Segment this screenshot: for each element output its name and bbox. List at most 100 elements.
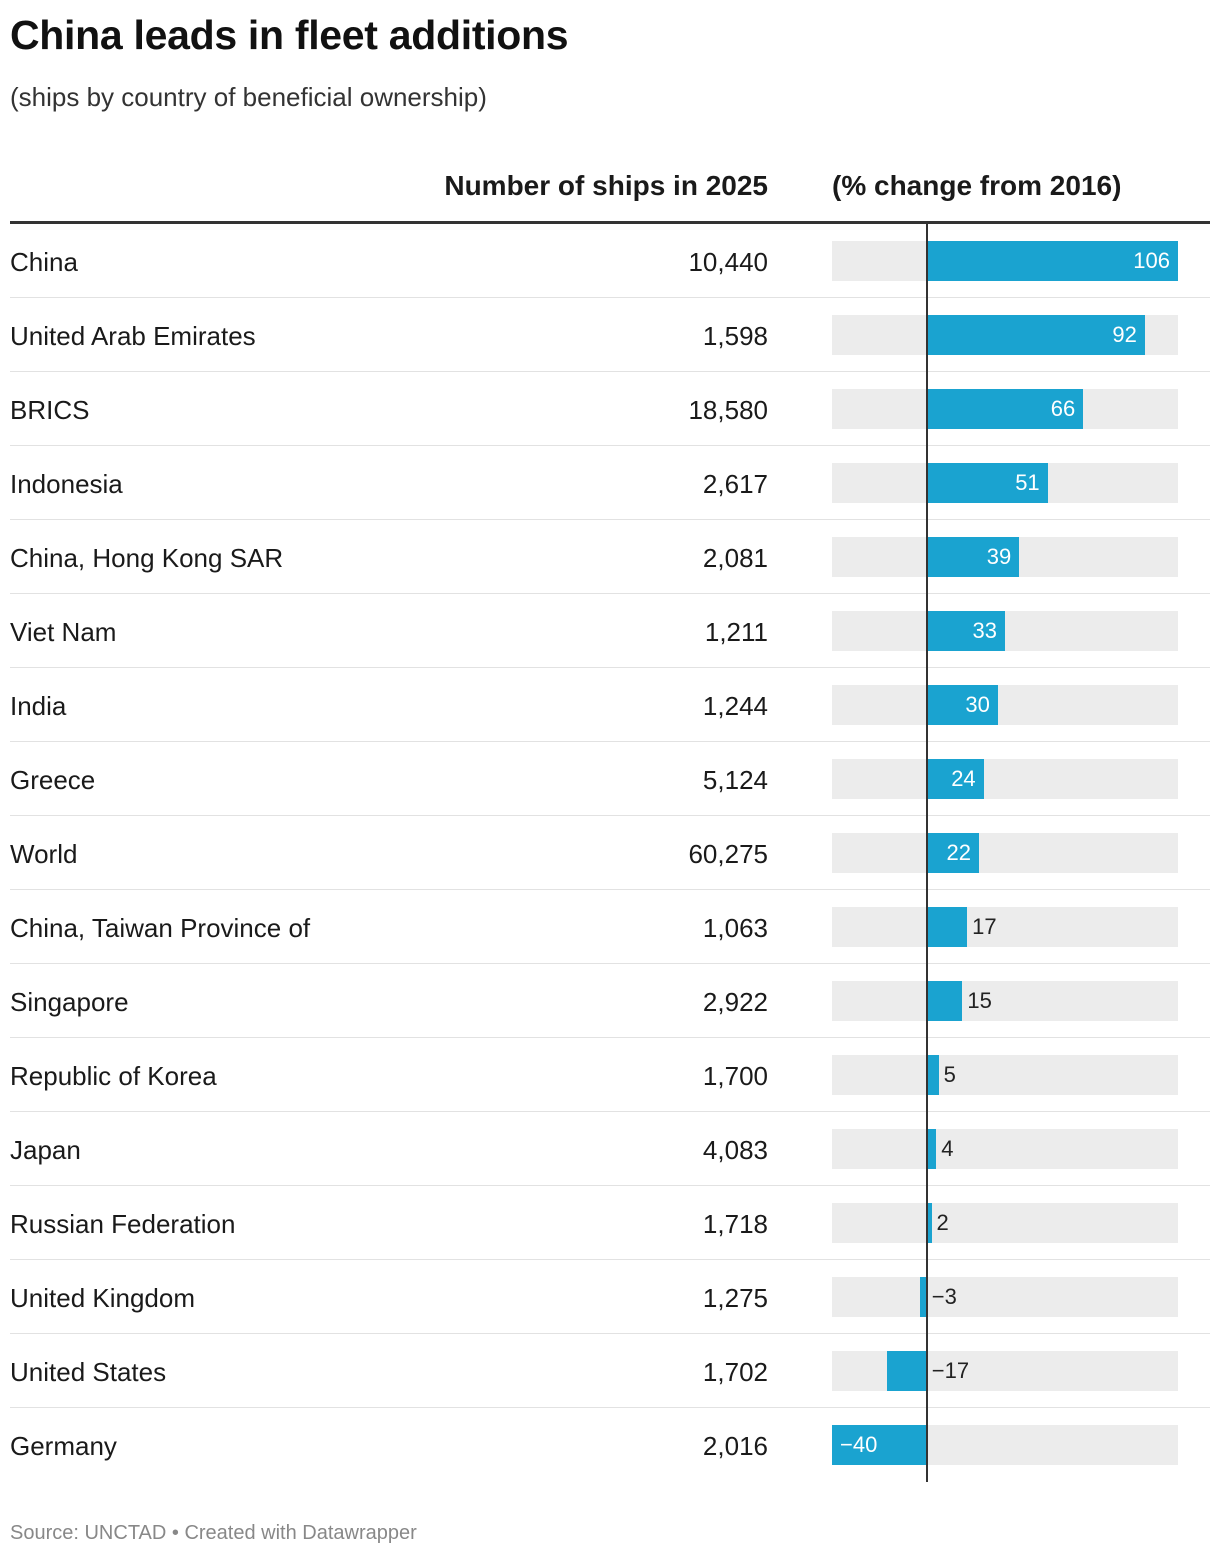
table-row: Japan 4,083 4 [10, 1112, 1210, 1186]
bar-track: −3 [832, 1277, 1178, 1317]
country-name: United States [10, 1357, 167, 1387]
ships-count: 1,063 [702, 913, 768, 943]
change-bar [926, 1055, 939, 1095]
table-body: China 10,440 106 United Arab Emirates 1,598 9… [10, 224, 1210, 1482]
ships-count: 1,275 [702, 1283, 768, 1313]
country-name: United Arab Emirates [10, 321, 256, 351]
ships-count: 10,440 [688, 247, 768, 277]
change-label: 17 [972, 914, 997, 939]
change-label: −40 [840, 1432, 878, 1457]
bar-background [832, 685, 1178, 725]
table-row: United Arab Emirates 1,598 92 [10, 298, 1210, 372]
change-bar [926, 1129, 937, 1169]
country-name: Indonesia [10, 469, 123, 499]
change-bar [926, 685, 998, 725]
ships-count: 2,617 [702, 469, 768, 499]
table-row: Viet Nam 1,211 33 [10, 594, 1210, 668]
change-bar [926, 389, 1084, 429]
country-name: Russian Federation [10, 1209, 236, 1239]
change-label: 51 [1015, 470, 1040, 495]
table-row: United Kingdom 1,275 −3 [10, 1260, 1210, 1334]
change-bar [832, 1425, 927, 1465]
change-label: −3 [931, 1284, 957, 1309]
bar-background [832, 1055, 1178, 1095]
bar-track: 33 [832, 611, 1178, 651]
ships-count: 2,081 [702, 543, 768, 573]
country-name: China [10, 247, 78, 277]
country-name: Germany [10, 1431, 117, 1461]
country-name: Republic of Korea [10, 1061, 217, 1091]
bar-track: 39 [832, 537, 1178, 577]
change-bar [926, 981, 963, 1021]
country-name: China, Taiwan Province of [10, 913, 311, 943]
bar-background [832, 833, 1178, 873]
change-label: 30 [965, 692, 990, 717]
ships-count: 1,244 [702, 691, 768, 721]
bar-track: 15 [832, 981, 1178, 1021]
country-name: World [10, 839, 78, 869]
change-label: 24 [951, 766, 976, 791]
change-bar [926, 241, 1178, 281]
change-label: −17 [931, 1358, 970, 1383]
ships-count: 1,211 [704, 617, 768, 647]
zero-axis-line [926, 224, 928, 1482]
change-label: 92 [1112, 322, 1137, 347]
change-label: 22 [946, 840, 971, 865]
bar-track: 92 [832, 315, 1178, 355]
ships-count: 1,702 [702, 1357, 768, 1387]
country-name: United Kingdom [10, 1283, 195, 1313]
change-label: 66 [1050, 396, 1076, 421]
change-bar [926, 907, 968, 947]
ships-count: 2,922 [702, 987, 768, 1017]
table-row: Germany 2,016 −40 [10, 1408, 1210, 1482]
bar-track: 66 [832, 389, 1178, 429]
change-bar [926, 611, 1005, 651]
bar-background [832, 611, 1178, 651]
change-bar [919, 1277, 927, 1317]
bar-background [832, 1351, 1178, 1391]
bar-background [832, 981, 1178, 1021]
chart-title: China leads in fleet additions [10, 12, 569, 58]
bar-track: 5 [832, 1055, 1178, 1095]
column-header-number: Number of ships in 2025 [444, 170, 768, 201]
country-name: Singapore [10, 987, 129, 1017]
table-row: China 10,440 106 [10, 224, 1210, 298]
ships-count: 1,700 [702, 1061, 768, 1091]
bar-background [832, 1277, 1178, 1317]
table-row: China, Hong Kong SAR 2,081 39 [10, 520, 1210, 594]
change-label: 106 [1133, 248, 1170, 273]
ships-count: 2,016 [702, 1431, 768, 1461]
table-row: Greece 5,124 24 [10, 742, 1210, 816]
country-name: China, Hong Kong SAR [10, 543, 284, 573]
column-header-change: (% change from 2016) [832, 170, 1122, 201]
change-bar [926, 463, 1048, 503]
bar-track: 24 [832, 759, 1178, 799]
change-label: 4 [941, 1136, 954, 1161]
change-bar [926, 315, 1145, 355]
bar-track: 22 [832, 833, 1178, 873]
table-row: India 1,244 30 [10, 668, 1210, 742]
change-label: 2 [936, 1210, 949, 1235]
table-row: Singapore 2,922 15 [10, 964, 1210, 1038]
change-bar [926, 1203, 932, 1243]
bar-track: 51 [832, 463, 1178, 503]
bar-track: 4 [832, 1129, 1178, 1169]
change-label: 33 [972, 618, 997, 643]
ships-count: 60,275 [688, 839, 768, 869]
change-bar [926, 759, 984, 799]
chart-subtitle: (ships by country of beneficial ownershi… [10, 82, 487, 112]
table-row: World 60,275 22 [10, 816, 1210, 890]
bar-track: 2 [832, 1203, 1178, 1243]
ships-count: 5,124 [702, 765, 768, 795]
bar-track: 17 [832, 907, 1178, 947]
table-row: Indonesia 2,617 51 [10, 446, 1210, 520]
table-row: Russian Federation 1,718 2 [10, 1186, 1210, 1260]
header-rule [10, 221, 1210, 224]
bar-background [832, 1129, 1178, 1169]
ships-count: 1,718 [702, 1209, 768, 1239]
ships-count: 18,580 [688, 395, 768, 425]
bar-track: −17 [832, 1351, 1178, 1391]
source-note: Source: UNCTAD • Created with Datawrappe… [10, 1522, 417, 1544]
change-label: 39 [986, 544, 1012, 569]
country-name: BRICS [10, 395, 90, 425]
